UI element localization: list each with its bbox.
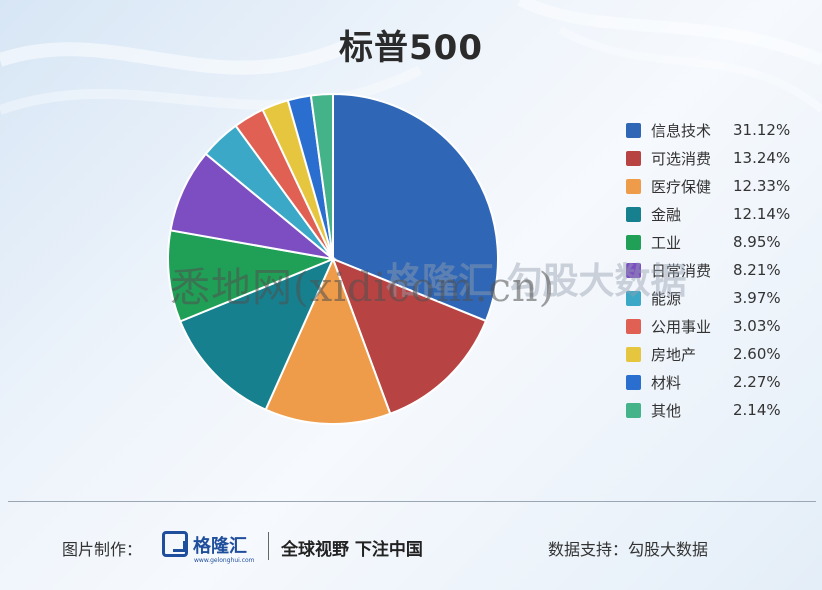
legend-item: 可选消费 13.24% [626,144,816,172]
legend-label: 医疗保健 [651,177,712,196]
legend-item: 信息技术 31.12% [626,116,816,144]
legend-value: 13.24% [733,149,791,167]
legend-item: 医疗保健 12.33% [626,172,816,200]
legend-item: 日常消费 8.21% [626,256,816,284]
legend-label: 日常消费 [651,261,712,280]
legend-label: 金融 [651,205,682,224]
legend-value: 31.12% [733,121,791,139]
legend-item: 金融 12.14% [626,200,816,228]
pie-slice-11 [309,92,334,260]
legend-swatch [626,318,641,334]
legend-item: 公用事业 3.03% [626,312,816,340]
legend-label: 材料 [651,373,682,392]
legend-value: 2.60% [733,345,781,363]
legend-swatch [626,150,641,166]
pie-slice-5 [167,229,337,323]
legend-item: 能源 3.97% [626,284,816,312]
footer-separator [268,532,269,560]
pie-slice-4 [178,257,335,411]
legend-value: 3.97% [733,289,781,307]
legend-label: 房地产 [651,345,697,364]
legend-swatch [626,402,641,418]
footer-divider [8,501,816,502]
pie-slice-2 [331,257,488,416]
legend-label: 公用事业 [651,317,712,336]
legend-item: 工业 8.95% [626,228,816,256]
legend-swatch [626,346,641,362]
pie-slice-3 [264,256,392,425]
legend-swatch [626,122,641,138]
legend-label: 信息技术 [651,121,712,140]
chart-title: 标普500 [339,28,483,68]
pie-slice-1 [332,92,499,323]
watermark: 悉地网(xidicom.cn) [170,265,556,311]
legend-item: 其他 2.14% [626,396,816,424]
legend-value: 12.14% [733,205,791,223]
legend-swatch [626,290,641,306]
chart-legend: 信息技术 31.12% 可选消费 13.24% 医疗保健 12.33% 金融 12.14% 工业… [626,116,816,424]
logo-url: www.gelonghui.com [194,557,255,564]
legend-value: 8.21% [733,261,781,279]
data-source: 数据支持：勾股大数据 [548,540,709,559]
legend-label: 其他 [651,401,682,420]
legend-value: 8.95% [733,233,781,251]
faint-watermark: 格隆汇 勾股大数据 [386,261,687,302]
legend-value: 2.14% [733,401,781,419]
gelonghui-logo-icon [162,531,188,557]
legend-swatch [626,262,641,278]
footer: 图片制作： 格隆汇 www.gelonghui.com 全球视野 下注中国 数据… [0,520,822,580]
legend-label: 可选消费 [651,149,712,168]
legend-swatch [626,206,641,222]
pie-chart [167,92,499,425]
legend-value: 2.27% [733,373,781,391]
legend-label: 能源 [651,289,682,308]
legend-label: 工业 [651,233,682,252]
legend-swatch [626,374,641,390]
legend-value: 12.33% [733,177,791,195]
legend-swatch [626,178,641,194]
credit-label: 图片制作： [62,540,143,559]
logo-text: 格隆汇 [193,536,247,557]
legend-swatch [626,234,641,250]
legend-value: 3.03% [733,317,781,335]
legend-item: 房地产 2.60% [626,340,816,368]
legend-item: 材料 2.27% [626,368,816,396]
slogan: 全球视野 下注中国 [281,540,423,560]
